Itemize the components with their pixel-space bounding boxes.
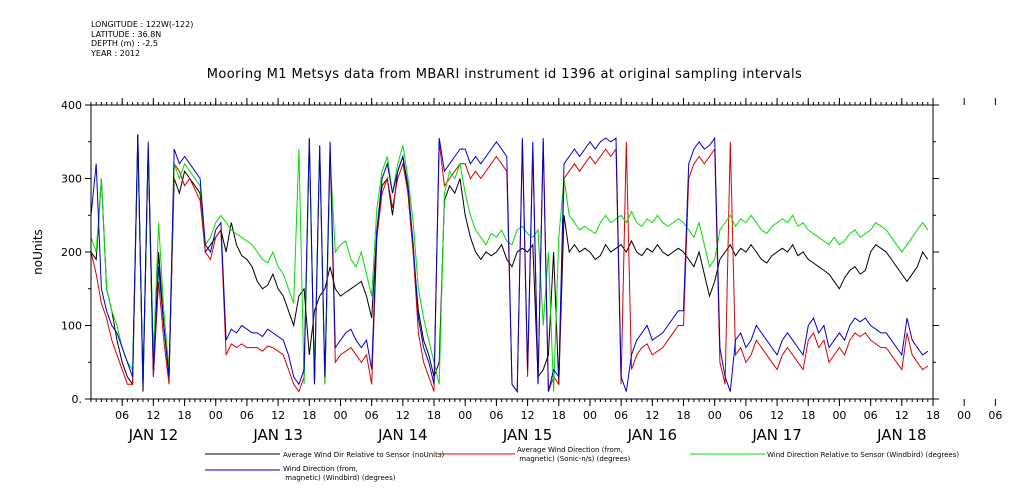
x-tick-label: 06 [988, 409, 1002, 422]
x-tick-label: 06 [240, 409, 254, 422]
series-line-4 [90, 134, 929, 394]
metadata-block: LONGITUDE : 122W(-122) LATITUDE : 36.8N … [91, 20, 193, 58]
x-tick-label: 06 [489, 409, 503, 422]
year-label: YEAR : 2012 [91, 48, 141, 58]
legend-label-3: Wind Direction Relative to Sensor (Windb… [767, 451, 959, 459]
x-day-label: JAN 17 [751, 426, 802, 444]
y-tick-label: 0. [72, 393, 83, 406]
x-tick-label: 12 [521, 409, 535, 422]
x-tick-label: 00 [708, 409, 722, 422]
x-tick-label: 06 [864, 409, 878, 422]
x-tick-label: 00 [458, 409, 472, 422]
x-tick-label: 18 [926, 409, 940, 422]
series-line-3 [90, 141, 929, 392]
x-tick-label: 00 [957, 409, 971, 422]
x-tick-label: 00 [333, 409, 347, 422]
x-day-label: JAN 18 [876, 426, 927, 444]
x-tick-label: 06 [115, 409, 129, 422]
latitude-label: LATITUDE : 36.8N [91, 29, 162, 39]
x-tick-label: 18 [178, 409, 192, 422]
x-day-label: JAN 15 [502, 426, 553, 444]
x-tick-label: 12 [895, 409, 909, 422]
x-tick-label: 12 [146, 409, 160, 422]
x-tick-label: 18 [427, 409, 441, 422]
x-tick-label: 06 [365, 409, 379, 422]
longitude-label: LONGITUDE : 122W(-122) [91, 20, 194, 29]
y-tick-label: 400 [61, 99, 82, 112]
legend: Average Wind Dir Relative to Sensor (noU… [205, 446, 959, 482]
chart-title: Mooring M1 Metsys data from MBARI instru… [206, 67, 803, 82]
legend-label-1: Average Wind Dir Relative to Sensor (noU… [283, 451, 444, 459]
x-tick-label: 00 [209, 409, 223, 422]
x-tick-label: 12 [770, 409, 784, 422]
plot-frame [90, 104, 934, 400]
x-tick-label: 12 [396, 409, 410, 422]
axes: 0. 100 200 300 400 noUnits 06 12 18 00 06 12 18 00 06 1… [31, 98, 1002, 444]
x-tick-label: 12 [271, 409, 285, 422]
depth-label: DEPTH (m) : -2.5 [91, 39, 158, 48]
x-tick-label: 18 [677, 409, 691, 422]
y-tick-label: 100 [61, 320, 82, 333]
y-tick-label: 200 [61, 246, 82, 259]
x-tick-label: 12 [645, 409, 659, 422]
legend-label-4: Wind Direction (from, magnetic) (Windbir… [283, 465, 396, 482]
x-day-label: JAN 13 [252, 426, 303, 444]
x-day-label: JAN 12 [128, 426, 179, 444]
y-axis-label: noUnits [31, 229, 45, 275]
x-tick-label: 18 [801, 409, 815, 422]
x-tick-label: 00 [832, 409, 846, 422]
legend-label-2: Average Wind Direction (from, magnetic) … [517, 446, 631, 463]
x-tick-label: 00 [583, 409, 597, 422]
x-tick-label: 06 [739, 409, 753, 422]
x-tick-label: 18 [302, 409, 316, 422]
x-tick-label: 06 [614, 409, 628, 422]
x-day-label: JAN 16 [627, 426, 678, 444]
x-tick-label: 18 [552, 409, 566, 422]
x-day-label: JAN 14 [377, 426, 428, 444]
plot-area [90, 134, 929, 394]
y-tick-label: 300 [61, 173, 82, 186]
